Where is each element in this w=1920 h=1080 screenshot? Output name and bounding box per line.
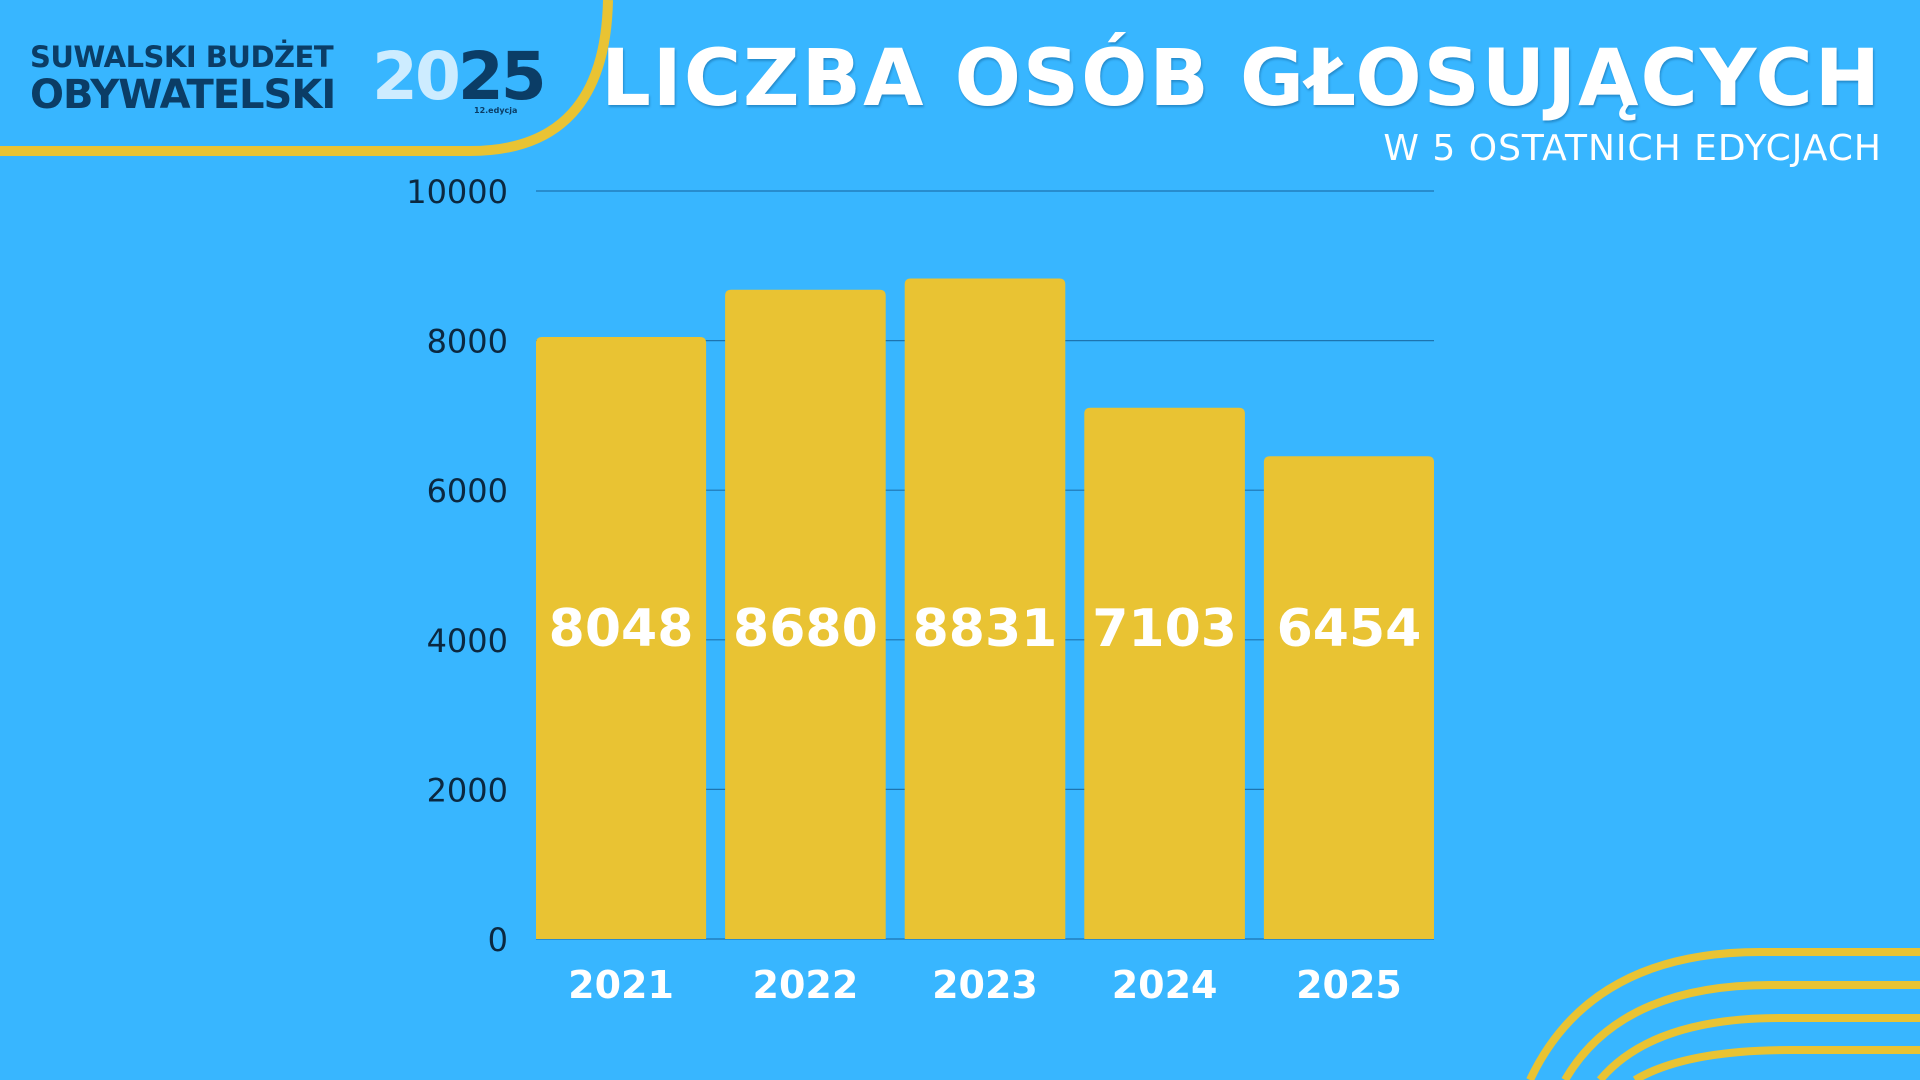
y-axis-ticks: 0 2000 4000 6000 8000 10000 [406, 173, 508, 959]
bar-2021 [536, 337, 707, 939]
chart-title: LICZBA OSÓB GŁOSUJĄCYCH [601, 34, 1882, 124]
logo-year: 2025 [372, 38, 547, 115]
bar-2022 [725, 289, 886, 940]
corner-arcs-decoration [1526, 948, 1920, 1080]
x-tick-label: 2021 [568, 963, 674, 1007]
x-tick-label: 2023 [932, 963, 1038, 1007]
y-tick-label: 0 [488, 921, 508, 959]
data-labels: 8048 8680 8831 7103 6454 [549, 599, 1422, 659]
logo-year-digit-2: 0 [414, 38, 461, 115]
y-tick-label: 4000 [427, 622, 508, 660]
x-axis-ticks: 2021 2022 2023 2024 2025 [568, 963, 1402, 1007]
data-label: 8831 [913, 599, 1058, 659]
data-label: 6454 [1277, 599, 1422, 659]
bar-2023 [904, 278, 1066, 940]
logo-edition: 12.edycja [474, 106, 518, 115]
y-tick-label: 10000 [406, 173, 508, 211]
y-tick-label: 6000 [427, 472, 508, 510]
logo-title-line1: SUWALSKI BUDŻET [30, 40, 334, 74]
data-label: 8048 [549, 599, 694, 659]
data-label: 7103 [1092, 599, 1237, 659]
logo-year-rest: 25 [457, 38, 547, 115]
x-tick-label: 2024 [1112, 963, 1218, 1007]
x-tick-label: 2025 [1296, 963, 1402, 1007]
bar-2024 [1084, 407, 1245, 940]
logo-year-digit-1: 2 [372, 38, 418, 115]
logo-frame-arc [0, 0, 613, 156]
y-tick-label: 2000 [427, 771, 508, 809]
x-tick-label: 2022 [753, 963, 859, 1007]
bar-2025 [1263, 456, 1434, 939]
y-tick-label: 8000 [427, 323, 508, 361]
bars [536, 278, 1434, 940]
chart-subtitle: W 5 OSTATNICH EDYCJACH [1383, 128, 1882, 169]
data-label: 8680 [733, 599, 878, 659]
logo-title-line2: OBYWATELSKI [30, 72, 336, 118]
